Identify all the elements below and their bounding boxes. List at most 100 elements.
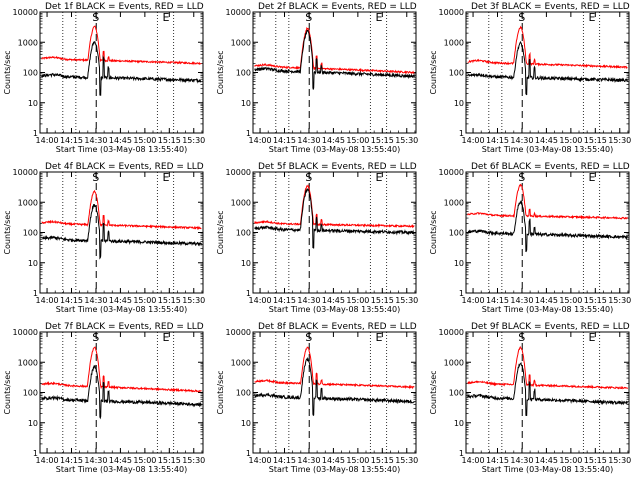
y-tick-label: 1 [33, 129, 38, 138]
marker-e: E [163, 171, 170, 184]
x-tick-label: 15:30 [182, 296, 205, 305]
marker-s: S [305, 331, 312, 344]
x-tick-label: 14:15 [60, 136, 83, 145]
x-tick-label: 15:15 [371, 136, 394, 145]
y-tick-label: 10 [454, 419, 464, 428]
y-tick-label: 1 [246, 449, 251, 458]
marker-e: E [163, 331, 170, 344]
x-tick-label: 14:15 [273, 296, 296, 305]
series-lld-red [41, 346, 202, 393]
x-tick-label: 14:45 [109, 136, 132, 145]
x-tick-label: 15:30 [395, 136, 418, 145]
x-tick-label: 14:30 [84, 296, 107, 305]
y-tick-label: 10000 [439, 8, 464, 17]
y-tick-label: 1 [246, 129, 251, 138]
x-tick-label: 14:30 [510, 136, 533, 145]
x-tick-label: 14:15 [60, 456, 83, 465]
marker-e: E [163, 11, 170, 24]
y-tick-label: 10000 [13, 8, 38, 17]
y-tick-label: 1 [33, 289, 38, 298]
x-axis-label: Start Time (03-May-08 13:55:40) [56, 305, 187, 314]
y-tick-label: 10000 [13, 328, 38, 337]
x-axis-label: Start Time (03-May-08 13:55:40) [482, 305, 613, 314]
x-tick-label: 15:15 [158, 136, 181, 145]
series-events-black [467, 361, 628, 417]
y-tick-label: 1 [459, 449, 464, 458]
series-lld-red [41, 25, 202, 66]
x-axis-label: Start Time (03-May-08 13:55:40) [56, 465, 187, 474]
chart-title: Det 8f BLACK = Events, RED = LLD [258, 322, 417, 332]
x-tick-label: 14:15 [273, 136, 296, 145]
y-tick-label: 1000 [444, 38, 464, 47]
y-tick-label: 10000 [13, 168, 38, 177]
x-tick-label: 14:45 [535, 456, 558, 465]
y-tick-label: 10000 [439, 168, 464, 177]
series-events-black [254, 29, 415, 90]
y-tick-label: 1000 [231, 198, 251, 207]
y-axis-label: Counts/sec [429, 210, 438, 254]
x-tick-label: 15:15 [158, 456, 181, 465]
x-tick-label: 14:45 [109, 296, 132, 305]
series-lld-red [254, 346, 415, 390]
y-axis-label: Counts/sec [3, 370, 12, 414]
chart-title: Det 6f BLACK = Events, RED = LLD [471, 162, 630, 172]
y-tick-label: 1000 [18, 358, 38, 367]
plot-frame [465, 331, 630, 454]
y-axis-label: Counts/sec [3, 210, 12, 254]
y-tick-label: 10 [241, 259, 251, 268]
x-axis-label: Start Time (03-May-08 13:55:40) [269, 145, 400, 154]
y-tick-label: 100 [449, 389, 464, 398]
series-lld-red [467, 183, 628, 220]
x-tick-label: 14:30 [510, 456, 533, 465]
y-tick-label: 1 [459, 129, 464, 138]
y-tick-label: 1000 [444, 198, 464, 207]
y-tick-label: 100 [449, 69, 464, 78]
x-tick-label: 14:00 [462, 456, 485, 465]
y-tick-label: 100 [23, 389, 38, 398]
marker-e: E [376, 331, 383, 344]
x-tick-label: 14:30 [84, 136, 107, 145]
x-tick-label: 14:45 [535, 296, 558, 305]
x-axis-label: Start Time (03-May-08 13:55:40) [269, 305, 400, 314]
x-tick-label: 15:00 [133, 296, 156, 305]
x-tick-label: 14:15 [486, 296, 509, 305]
y-tick-label: 100 [236, 389, 251, 398]
x-tick-label: 15:15 [371, 456, 394, 465]
y-tick-label: 10 [241, 419, 251, 428]
x-tick-label: 14:00 [36, 136, 59, 145]
y-tick-label: 10 [28, 419, 38, 428]
x-tick-label: 14:30 [510, 296, 533, 305]
x-tick-label: 15:15 [584, 136, 607, 145]
y-tick-label: 100 [236, 229, 251, 238]
y-tick-label: 10 [454, 259, 464, 268]
y-tick-label: 100 [236, 69, 251, 78]
y-tick-label: 1000 [444, 358, 464, 367]
x-tick-label: 14:00 [249, 456, 272, 465]
x-tick-label: 15:30 [608, 136, 631, 145]
y-tick-label: 100 [23, 69, 38, 78]
plot-frame [39, 171, 204, 294]
x-tick-label: 15:00 [559, 296, 582, 305]
x-tick-label: 15:00 [346, 136, 369, 145]
x-tick-label: 14:30 [297, 456, 320, 465]
y-axis-label: Counts/sec [216, 50, 225, 94]
marker-e: E [376, 171, 383, 184]
series-events-black [467, 199, 628, 253]
x-tick-label: 15:15 [584, 296, 607, 305]
marker-s: S [92, 171, 99, 184]
y-tick-label: 10000 [226, 168, 251, 177]
x-tick-label: 15:00 [133, 136, 156, 145]
x-tick-label: 15:15 [158, 296, 181, 305]
x-tick-label: 14:45 [535, 136, 558, 145]
chart-title: Det 3f BLACK = Events, RED = LLD [471, 2, 630, 12]
marker-e: E [589, 331, 596, 344]
x-tick-label: 14:15 [486, 456, 509, 465]
series-events-black [254, 356, 415, 417]
y-tick-label: 100 [449, 229, 464, 238]
chart-title: Det 4f BLACK = Events, RED = LLD [45, 162, 204, 172]
